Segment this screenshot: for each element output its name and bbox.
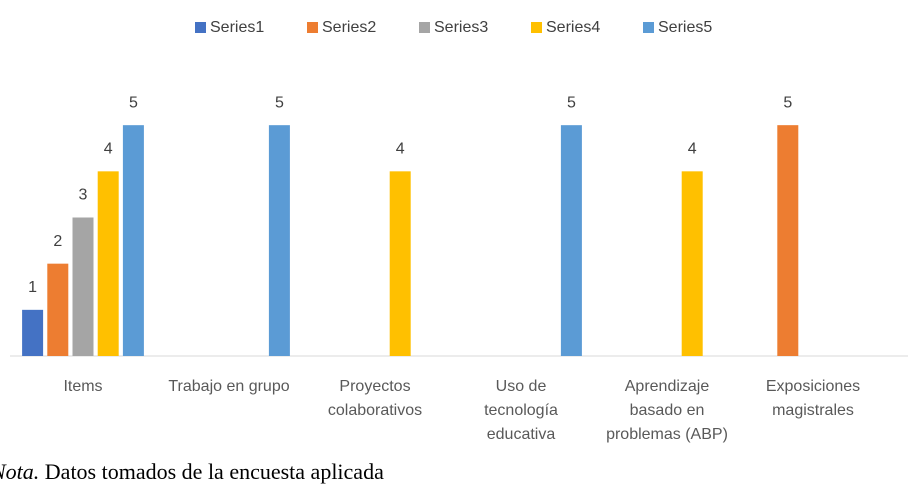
x-tick-label: Uso de tecnología educativa [484,378,558,443]
x-tick-label: Aprendizaje basado en problemas (ABP) [606,378,728,443]
legend-label: Series3 [434,19,488,36]
bar [97,171,119,356]
legend-swatch [307,22,318,33]
note-label: Nota. [0,459,40,484]
bar [72,217,94,356]
bar [560,125,582,357]
bar [681,171,703,356]
legend-swatch [643,22,654,33]
legend-label: Series5 [658,19,712,36]
legend-label: Series2 [322,19,376,36]
bar [47,263,69,356]
bar [122,125,144,357]
data-label: 4 [104,141,113,158]
legend-swatch [419,22,430,33]
data-label: 2 [53,233,62,250]
legend-swatch [531,22,542,33]
x-tick-label: Items [63,378,103,395]
bar [22,309,44,356]
legend-swatch [195,22,206,33]
bar [777,125,799,357]
data-label: 3 [79,187,88,204]
data-label: 4 [688,141,697,158]
bar [389,171,411,356]
data-label: 4 [396,141,405,158]
x-tick-label: Proyectos colaborativos [327,378,423,419]
data-label: 1 [28,279,37,296]
legend-label: Series1 [210,19,264,36]
x-tick-label: Exposiciones magistrales [765,378,861,419]
data-label: 5 [275,94,284,111]
bar [268,125,290,357]
x-tick-label: Trabajo en grupo [168,378,290,395]
data-label: 5 [783,94,792,111]
data-label: 5 [567,94,576,111]
legend-label: Series4 [546,19,600,36]
note: Nota. Datos tomados de la encuesta aplic… [0,459,384,485]
note-text: Datos tomados de la encuesta aplicada [39,459,384,484]
data-label: 5 [129,94,138,111]
